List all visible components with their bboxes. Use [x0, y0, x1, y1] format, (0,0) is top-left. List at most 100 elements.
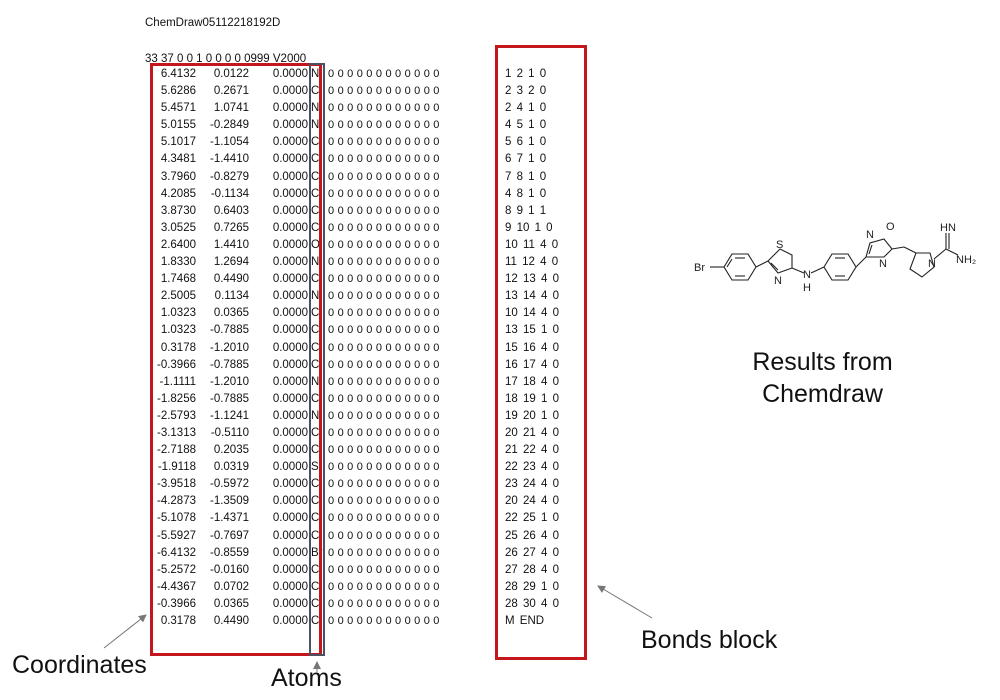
atom-z-coordinate: 0.0000 [272, 546, 308, 559]
atom-x-coordinate: 5.0155 [160, 119, 196, 132]
atom-y-coordinate: -0.7885 [209, 324, 249, 337]
bond-entry: 28 29 1 0 [505, 580, 559, 593]
atom-y-coordinate: -1.1054 [209, 136, 249, 149]
atom-y-coordinate: 1.2694 [213, 256, 249, 269]
atom-flags: 0 0 0 0 0 0 0 0 0 0 0 0 [328, 512, 440, 525]
atom-z-coordinate: 0.0000 [272, 290, 308, 303]
atom-y-coordinate: 0.0702 [213, 580, 249, 593]
bond-entry: 18 19 1 0 [505, 392, 559, 405]
atom-z-coordinate: 0.0000 [272, 341, 308, 354]
bond-entry: 2 4 1 0 [505, 102, 547, 115]
bond-entry: 2 3 2 0 [505, 85, 547, 98]
atom-x-coordinate: 0.3178 [160, 341, 196, 354]
bromine-atom-label: Br [694, 262, 705, 274]
atom-z-coordinate: 0.0000 [272, 615, 308, 627]
coordinates-arrow [103, 614, 147, 649]
atom-y-coordinate: 0.2671 [213, 85, 249, 98]
counts-line: 33 37 0 0 1 0 0 0 0 0999 V2000 [145, 53, 307, 65]
atom-x-coordinate: -0.3966 [156, 597, 196, 610]
atom-flags: 0 0 0 0 0 0 0 0 0 0 0 0 [328, 563, 440, 576]
atom-element-symbol: N [311, 290, 320, 303]
molfile-end-marker: M END [505, 615, 545, 627]
chemical-structure-drawing: Br S N N H N O N N HN NH₂ [694, 221, 976, 294]
atom-z-coordinate: 0.0000 [272, 153, 308, 166]
molfile-header: ChemDraw05112218192D [145, 17, 281, 29]
atom-element-symbol: C [311, 307, 320, 320]
atom-y-coordinate: 0.0122 [213, 68, 249, 80]
atom-element-symbol: C [311, 85, 320, 98]
atom-flags: 0 0 0 0 0 0 0 0 0 0 0 0 [328, 102, 440, 115]
atom-z-coordinate: 0.0000 [272, 273, 308, 286]
atom-y-coordinate: -0.5110 [210, 426, 249, 439]
atom-flags: 0 0 0 0 0 0 0 0 0 0 0 0 [328, 375, 440, 388]
atom-y-coordinate: -1.2010 [209, 341, 249, 354]
bond-entry: 5 6 1 0 [505, 136, 547, 149]
bond-entry: 1 2 1 0 [505, 68, 547, 80]
bond-entry: 13 14 4 0 [505, 290, 559, 303]
atom-z-coordinate: 0.0000 [272, 238, 308, 251]
bond-entry: 26 27 4 0 [505, 546, 559, 559]
atom-y-coordinate: -0.5972 [209, 478, 249, 491]
atom-x-coordinate: 3.7960 [160, 170, 196, 183]
atom-z-coordinate: 0.0000 [272, 136, 308, 149]
atom-flags: 0 0 0 0 0 0 0 0 0 0 0 0 [328, 615, 440, 627]
atom-x-coordinate: -3.9518 [156, 478, 196, 491]
bond-entry: 19 20 1 0 [505, 409, 559, 422]
atom-element-symbol: C [311, 597, 320, 610]
bond-entry: 12 13 4 0 [505, 273, 559, 286]
atom-y-coordinate: -0.2849 [209, 119, 249, 132]
atom-x-coordinate: 3.8730 [160, 204, 196, 217]
atom-y-coordinate: 0.0365 [213, 307, 249, 320]
atom-y-coordinate: 0.4490 [213, 615, 249, 627]
atom-flags: 0 0 0 0 0 0 0 0 0 0 0 0 [328, 546, 440, 559]
atom-x-coordinate: 2.5005 [160, 290, 196, 303]
atom-element-symbol: C [311, 529, 320, 542]
atom-flags: 0 0 0 0 0 0 0 0 0 0 0 0 [328, 290, 440, 303]
atom-element-symbol: N [311, 119, 320, 132]
atom-element-symbol: C [311, 392, 320, 405]
amine-hydrogen-label: H [803, 282, 811, 294]
bond-entry: 9 10 1 0 [505, 221, 553, 234]
atom-x-coordinate: -3.1313 [156, 426, 196, 439]
atom-element-symbol: C [311, 358, 320, 371]
bond-entry: 4 8 1 0 [505, 187, 547, 200]
atom-flags: 0 0 0 0 0 0 0 0 0 0 0 0 [328, 273, 440, 286]
atom-flags: 0 0 0 0 0 0 0 0 0 0 0 0 [328, 221, 440, 234]
amine-nh2-label: NH₂ [956, 254, 976, 266]
atom-y-coordinate: 0.0319 [213, 461, 249, 474]
atom-element-symbol: C [311, 495, 320, 508]
thiazole-nitrogen-label: N [774, 275, 782, 287]
atom-z-coordinate: 0.0000 [272, 221, 308, 234]
atom-x-coordinate: 5.1017 [160, 136, 196, 149]
atom-flags: 0 0 0 0 0 0 0 0 0 0 0 0 [328, 392, 440, 405]
bond-entry: 8 9 1 1 [505, 204, 547, 217]
atom-flags: 0 0 0 0 0 0 0 0 0 0 0 0 [328, 170, 440, 183]
bond-entry: 28 30 4 0 [505, 597, 559, 610]
atoms-highlight-box [309, 63, 325, 656]
bond-entry: 20 24 4 0 [505, 495, 559, 508]
atom-flags: 0 0 0 0 0 0 0 0 0 0 0 0 [328, 341, 440, 354]
atom-flags: 0 0 0 0 0 0 0 0 0 0 0 0 [328, 85, 440, 98]
bonds-block-arrow [597, 585, 653, 619]
atom-x-coordinate: -5.5927 [156, 529, 196, 542]
atom-z-coordinate: 0.0000 [272, 307, 308, 320]
atom-element-symbol: C [311, 136, 320, 149]
atom-x-coordinate: -1.1111 [159, 375, 196, 388]
atom-flags: 0 0 0 0 0 0 0 0 0 0 0 0 [328, 204, 440, 217]
atom-z-coordinate: 0.0000 [272, 529, 308, 542]
atoms-label: Atoms [271, 664, 342, 692]
atom-z-coordinate: 0.0000 [272, 187, 308, 200]
atom-element-symbol: C [311, 426, 320, 439]
atom-x-coordinate: -1.8256 [156, 392, 196, 405]
atom-flags: 0 0 0 0 0 0 0 0 0 0 0 0 [328, 238, 440, 251]
atom-y-coordinate: -0.7697 [209, 529, 249, 542]
bonds-block-highlight-box [495, 45, 587, 660]
atom-flags: 0 0 0 0 0 0 0 0 0 0 0 0 [328, 358, 440, 371]
atom-flags: 0 0 0 0 0 0 0 0 0 0 0 0 [328, 495, 440, 508]
atom-y-coordinate: -1.3509 [209, 495, 249, 508]
atom-x-coordinate: -5.2572 [156, 563, 196, 576]
atom-x-coordinate: 3.0525 [160, 221, 196, 234]
atom-flags: 0 0 0 0 0 0 0 0 0 0 0 0 [328, 461, 440, 474]
atom-z-coordinate: 0.0000 [272, 461, 308, 474]
oxadiazole-nitrogen-1-label: N [866, 229, 874, 241]
